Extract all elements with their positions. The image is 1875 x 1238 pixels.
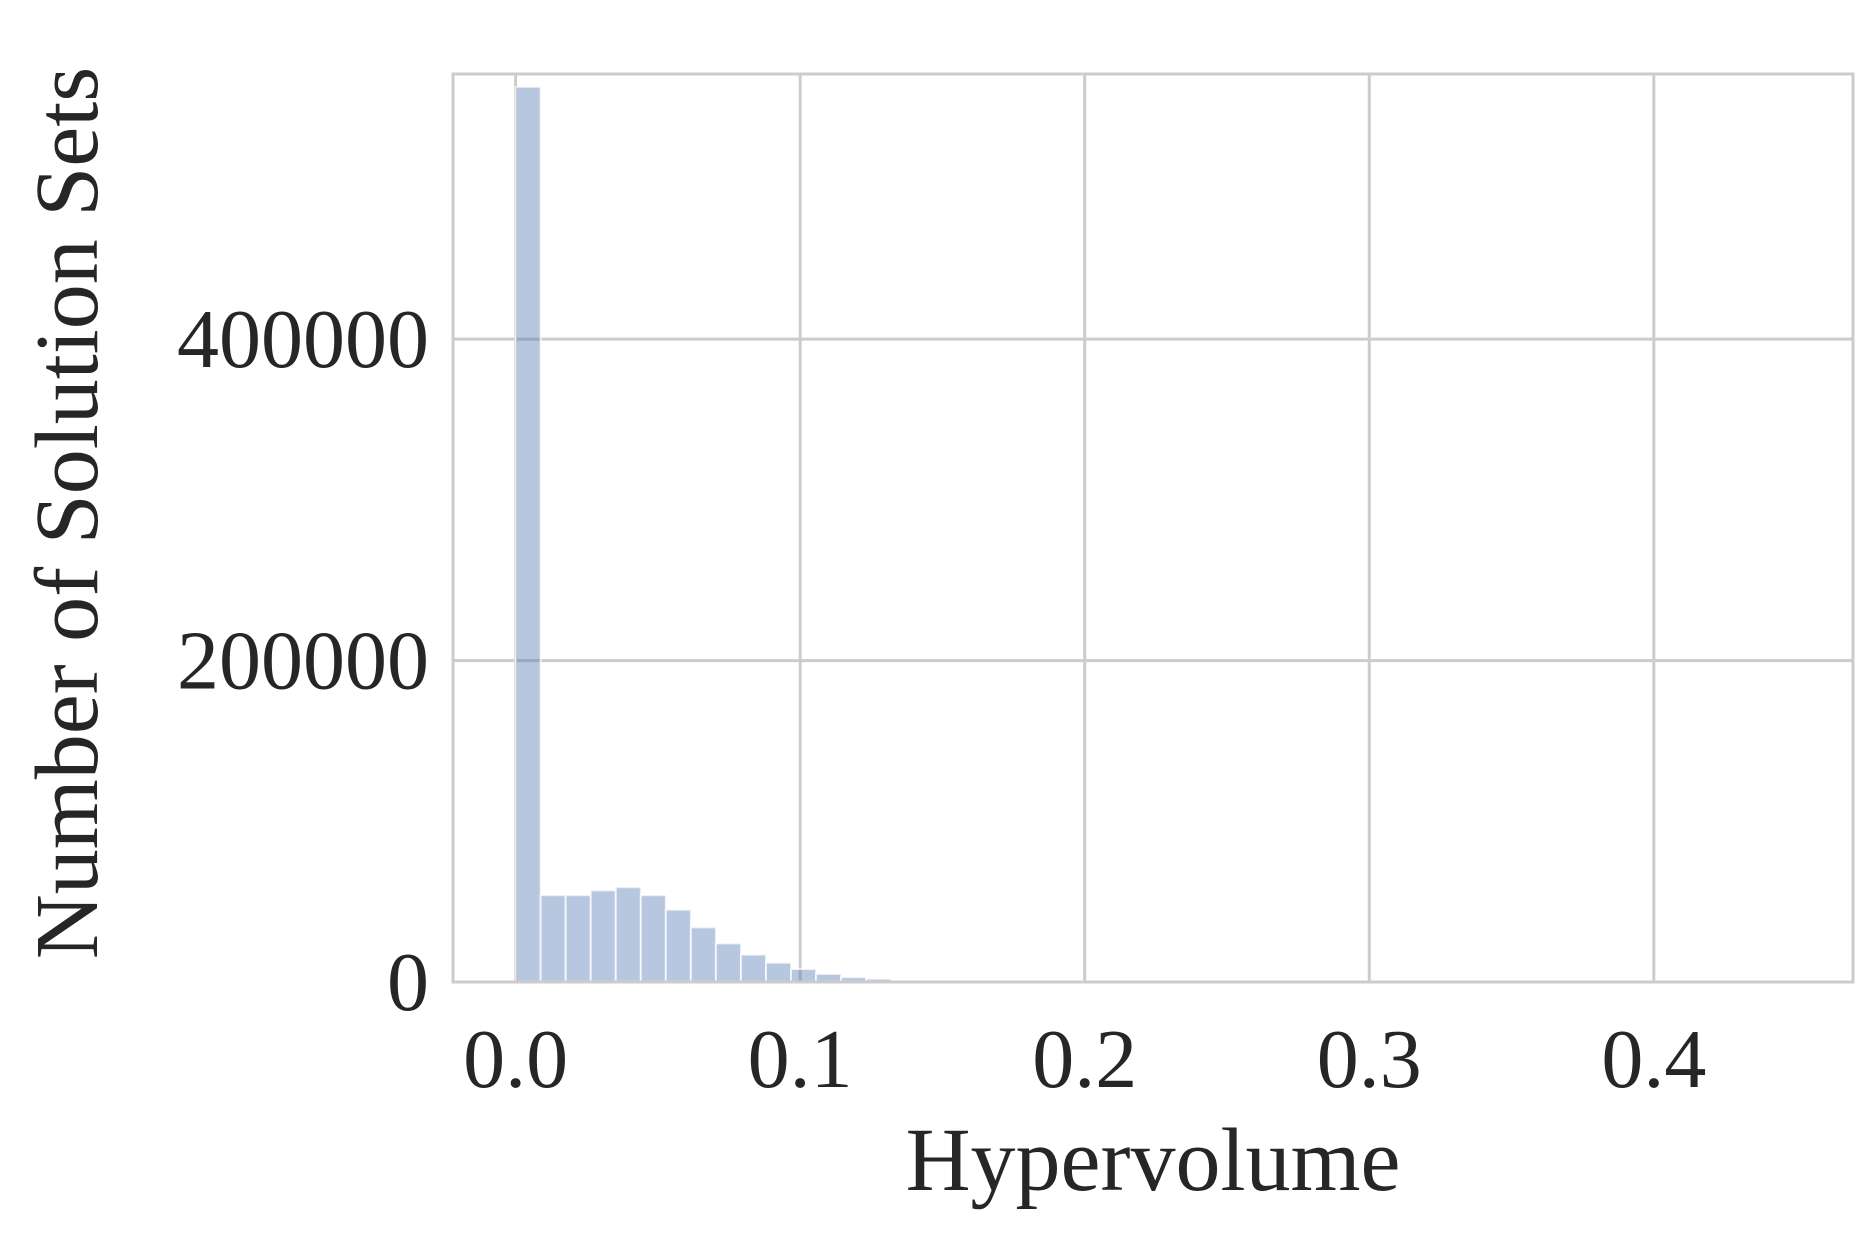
histogram-bars — [514, 85, 943, 984]
x-axis-title: Hypervolume — [906, 1111, 1401, 1210]
y-tick-label: 0 — [387, 936, 429, 1029]
x-tick-label: 0.1 — [748, 1013, 853, 1106]
x-tick-label: 0.4 — [1601, 1013, 1706, 1106]
histogram-bar — [689, 926, 717, 984]
x-tick-label: 0.0 — [463, 1013, 568, 1106]
histogram-bar — [639, 894, 667, 984]
histogram-bar — [514, 85, 542, 984]
y-tick-label: 400000 — [177, 293, 429, 386]
histogram-bar — [539, 894, 567, 984]
x-tick-labels: 0.0 0.1 0.2 0.3 0.4 — [463, 1013, 1706, 1106]
histogram-bar — [790, 968, 818, 984]
plot-frame — [451, 72, 1855, 984]
histogram-bar — [614, 886, 642, 984]
histogram-bar — [589, 889, 617, 984]
histogram-bar — [739, 953, 768, 983]
histogram-bar — [564, 894, 592, 984]
x-tick-label: 0.2 — [1032, 1013, 1137, 1106]
grid-lines — [453, 74, 1853, 984]
x-tick-label: 0.3 — [1317, 1013, 1422, 1106]
y-axis-title: Number of Solution Sets — [18, 67, 117, 960]
y-tick-label: 200000 — [177, 615, 429, 708]
histogram-bar — [765, 961, 793, 983]
y-tick-labels: 0 200000 400000 — [177, 293, 429, 1029]
histogram-bar — [714, 942, 742, 984]
histogram-bar — [664, 908, 692, 983]
